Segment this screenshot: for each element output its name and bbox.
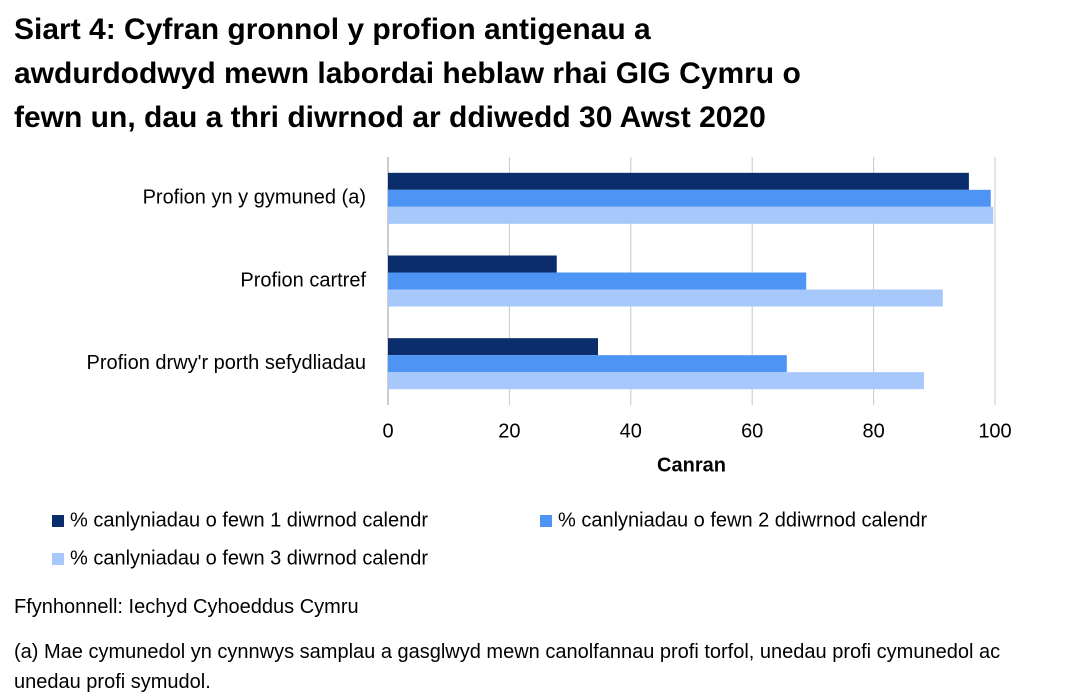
x-tick-label: 20	[498, 420, 520, 442]
bar	[388, 189, 991, 207]
legend-label: % canlyniadau o fewn 1 diwrnod calendr	[70, 509, 428, 531]
legend-label: % canlyniadau o fewn 2 ddiwrnod calendr	[558, 509, 927, 531]
bar	[388, 272, 807, 290]
legend-swatch	[540, 515, 552, 527]
bar	[388, 338, 599, 356]
chart-title: Siart 4: Cyfran gronnol y profion antige…	[14, 8, 801, 140]
title-line: Siart 4: Cyfran gronnol y profion antige…	[14, 13, 651, 46]
bar	[388, 289, 943, 307]
bar	[388, 372, 924, 390]
legend-swatch	[52, 515, 64, 527]
x-tick-label: 0	[382, 420, 393, 442]
title-line: awdurdodwyd mewn labordai heblaw rhai GI…	[14, 57, 801, 90]
bar	[388, 172, 969, 190]
title-line: fewn un, dau a thri diwrnod ar ddiwedd 3…	[14, 101, 766, 134]
legend-swatch	[52, 553, 64, 565]
x-tick-label: 60	[741, 420, 763, 442]
source: Ffynhonnell: Iechyd Cyhoeddus Cymru	[14, 596, 359, 618]
x-tick-label: 80	[862, 420, 884, 442]
y-tick-label: Profion yn y gymuned (a)	[143, 187, 366, 209]
x-tick-label: 100	[978, 420, 1011, 442]
bar	[388, 355, 787, 373]
y-tick-label: Profion cartref	[240, 269, 366, 291]
bar	[388, 206, 994, 224]
y-tick-label: Profion drwy'r porth sefydliadau	[86, 352, 366, 374]
x-tick-label: 40	[620, 420, 642, 442]
footnote: (a) Mae cymunedol yn cynnwys samplau a g…	[14, 641, 1001, 693]
legend-label: % canlyniadau o fewn 3 diwrnod calendr	[70, 547, 428, 569]
x-axis-label: Canran	[657, 454, 726, 476]
bar	[388, 255, 557, 273]
